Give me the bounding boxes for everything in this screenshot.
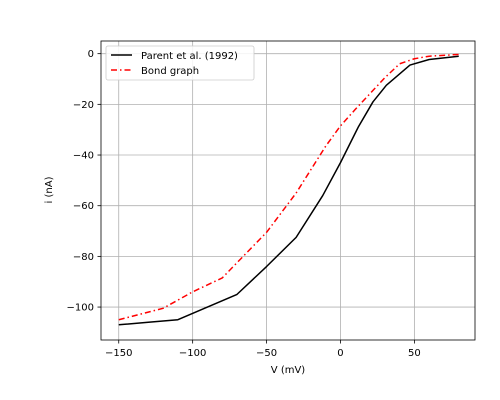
grid-lines bbox=[101, 41, 475, 340]
series-lines bbox=[118, 53, 459, 326]
x-tick-label: 50 bbox=[408, 348, 421, 359]
plot-frame bbox=[100, 40, 476, 341]
y-tick-label: −100 bbox=[67, 303, 94, 314]
y-tick-label: −40 bbox=[73, 151, 94, 162]
x-axis-label: V (mV) bbox=[271, 365, 306, 376]
x-tick-label: −100 bbox=[179, 348, 206, 359]
legend-box bbox=[105, 45, 255, 81]
legend: Parent et al. (1992) Bond graph bbox=[105, 45, 255, 81]
series-line-bond-graph bbox=[118, 53, 459, 321]
series-line-parent-et-al-1992 bbox=[118, 55, 459, 326]
plot-area-background bbox=[101, 41, 475, 340]
legend-label-parent: Parent et al. (1992) bbox=[141, 51, 238, 62]
y-tick-label: −20 bbox=[73, 100, 94, 111]
y-axis-label: i (nA) bbox=[44, 176, 55, 203]
axis-ticks: −150 −100 −50 0 50 0 −20 −40 −60 −80 −100 bbox=[67, 49, 421, 359]
y-tick-label: 0 bbox=[88, 49, 94, 60]
x-tick-label: −150 bbox=[105, 348, 132, 359]
x-tick-label: −50 bbox=[256, 348, 277, 359]
x-tick-label: 0 bbox=[337, 348, 343, 359]
y-tick-label: −80 bbox=[73, 252, 94, 263]
y-tick-label: −60 bbox=[73, 201, 94, 212]
legend-label-bond-graph: Bond graph bbox=[141, 66, 199, 77]
